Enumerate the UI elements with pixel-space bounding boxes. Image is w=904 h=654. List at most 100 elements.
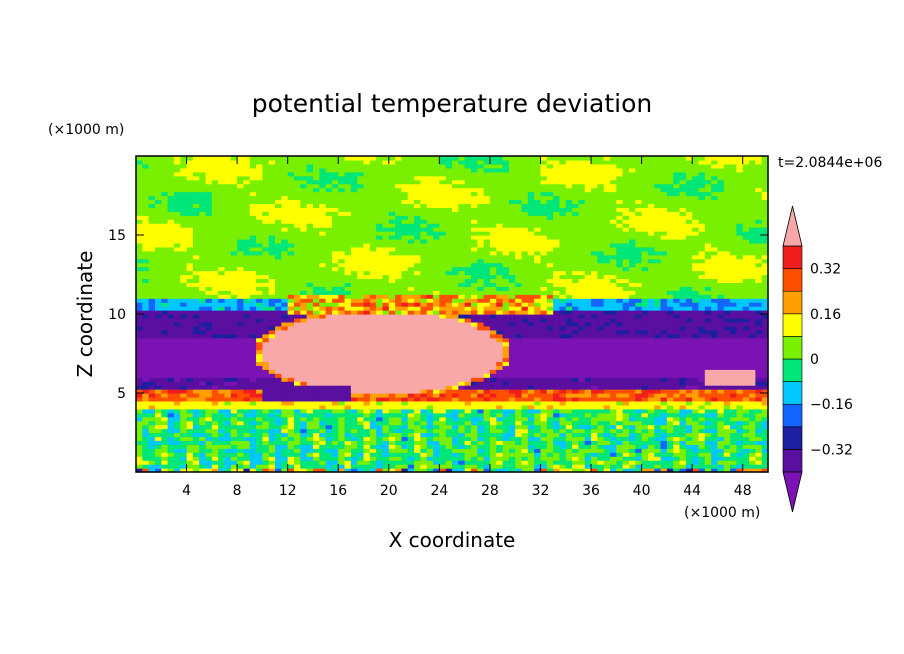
field-cell [243,314,251,319]
field-cell [565,294,573,299]
field-cell [388,436,396,441]
field-cell [483,385,491,390]
field-cell [736,310,744,315]
field-cell [584,404,592,410]
field-cell [211,369,219,374]
field-cell [483,440,491,445]
field-cell [325,420,333,426]
field-cell [761,385,769,390]
field-cell [666,424,674,430]
field-cell [388,400,396,406]
field-cell [679,317,687,323]
field-cell [730,436,737,441]
field-cell [281,436,289,441]
field-cell [369,282,377,287]
field-cell [312,369,320,374]
field-cell [357,396,365,402]
field-cell [294,278,301,283]
field-cell [616,452,624,457]
field-cell [502,329,510,335]
field-cell [218,432,226,438]
field-cell [401,408,409,414]
field-cell [167,452,175,457]
field-cell [439,274,447,280]
field-cell [211,302,219,307]
field-cell [414,357,421,362]
field-cell [268,286,276,291]
field-cell [730,456,737,461]
field-cell [376,274,384,280]
field-cell [628,314,636,319]
field-cell [660,373,668,378]
field-cell [186,369,194,374]
field-cell [660,404,668,410]
field-cell [483,345,491,351]
field-cell [654,440,662,445]
field-cell [173,321,181,327]
field-cell [218,404,226,410]
field-cell [496,349,504,355]
field-cell [679,408,687,414]
field-cell [369,314,377,319]
field-cell [363,404,371,410]
field-cell [578,373,586,378]
field-cell [730,440,737,445]
field-cell [553,365,561,370]
field-cell [610,306,617,311]
field-cell [470,365,478,370]
field-cell [294,400,301,406]
field-cell [730,432,737,438]
field-cell [154,310,162,315]
field-cell [262,404,270,410]
field-cell [534,389,542,394]
field-cell [180,400,188,406]
field-cell [635,464,643,469]
field-cell [622,432,630,438]
field-cell [502,385,510,390]
field-cell [452,321,459,327]
field-cell [559,325,567,331]
field-cell [711,424,719,430]
field-cell [338,428,346,434]
field-cell [306,456,314,461]
field-cell [616,274,624,280]
field-cell [477,290,485,295]
field-cell [287,377,295,382]
field-cell [761,329,769,335]
field-cell [382,424,390,430]
field-cell [635,400,643,406]
field-cell [312,448,320,453]
field-cell [470,432,478,438]
field-cell [527,321,535,327]
field-cell [660,294,668,299]
field-cell [338,298,346,303]
field-cell [161,325,169,331]
field-cell [546,373,554,378]
field-cell [294,337,301,343]
field-cell [578,314,586,319]
field-cell [243,389,251,394]
field-cell [306,381,314,386]
field-cell [262,377,270,382]
field-cell [445,424,453,430]
field-cell [489,317,497,323]
field-cell [243,385,251,390]
field-cell [439,345,447,351]
field-cell [357,282,365,287]
field-cell [470,341,478,347]
field-cell [673,440,681,445]
field-cell [628,325,636,331]
field-cell [388,428,396,434]
field-cell [761,373,769,378]
field-cell [698,468,706,473]
field-cell [584,321,592,327]
field-cell [591,381,598,386]
field-cell [148,436,156,441]
field-cell [622,365,630,370]
field-cell [679,424,687,430]
field-cell [350,353,358,359]
field-cell [237,393,245,398]
field-cell [306,385,314,390]
field-cell [742,408,750,414]
field-cell [300,456,308,461]
